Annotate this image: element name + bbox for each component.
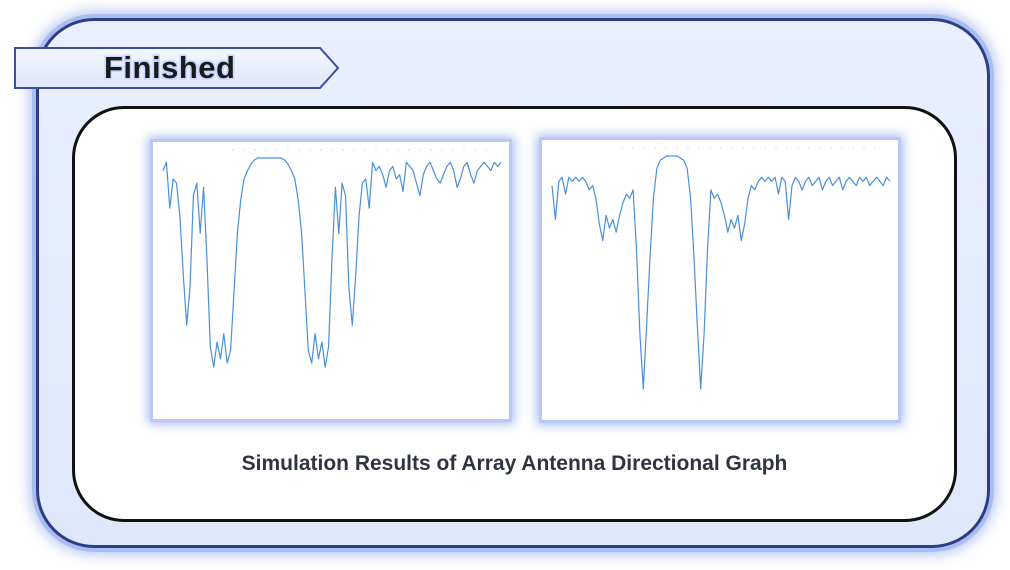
- tick-mark: [243, 149, 245, 151]
- tick-mark: [698, 147, 700, 149]
- left-plot-frame: [153, 142, 509, 419]
- tick-mark: [742, 147, 744, 149]
- tick-mark: [353, 149, 355, 151]
- right-plot-frame: [542, 140, 898, 420]
- tick-mark: [841, 147, 843, 149]
- tick-mark: [408, 149, 410, 151]
- title-banner: Finished: [12, 45, 342, 91]
- tick-mark: [331, 149, 333, 151]
- tick-mark: [654, 147, 656, 149]
- tick-mark: [452, 149, 454, 151]
- tick-mark: [254, 149, 256, 151]
- left-pattern-plot: [162, 149, 502, 368]
- tick-mark: [375, 149, 377, 151]
- tick-mark: [485, 149, 487, 151]
- tick-mark: [665, 147, 667, 149]
- figure-caption: Simulation Results of Array Antenna Dire…: [241, 452, 788, 475]
- tick-mark: [874, 147, 876, 149]
- tick-mark: [731, 147, 733, 149]
- banner-arrow-shape: [14, 47, 340, 89]
- pattern-series-line: [162, 157, 502, 368]
- page-title: Finished: [104, 50, 236, 85]
- tick-mark: [643, 147, 645, 149]
- tick-mark: [419, 149, 421, 151]
- tick-mark: [287, 149, 289, 151]
- tick-mark: [309, 149, 311, 151]
- right-pattern-plot: [551, 147, 891, 390]
- tick-mark: [232, 149, 234, 151]
- tick-mark: [441, 149, 443, 151]
- tick-mark: [863, 147, 865, 149]
- tick-mark: [687, 147, 689, 149]
- tick-mark: [265, 149, 267, 151]
- tick-mark: [819, 147, 821, 149]
- tick-mark: [298, 149, 300, 151]
- tick-mark: [720, 147, 722, 149]
- tick-mark: [397, 149, 399, 151]
- tick-mark: [797, 147, 799, 149]
- tick-mark: [808, 147, 810, 149]
- tick-mark: [276, 149, 278, 151]
- tick-mark: [474, 149, 476, 151]
- pattern-series-line: [551, 155, 891, 390]
- tick-mark: [342, 149, 344, 151]
- tick-mark: [621, 147, 623, 149]
- tick-mark: [709, 147, 711, 149]
- tick-mark: [430, 149, 432, 151]
- tick-mark: [463, 149, 465, 151]
- tick-mark: [632, 147, 634, 149]
- tick-mark: [364, 149, 366, 151]
- tick-mark: [764, 147, 766, 149]
- tick-mark: [320, 149, 322, 151]
- tick-mark: [676, 147, 678, 149]
- tick-mark: [852, 147, 854, 149]
- tick-mark: [386, 149, 388, 151]
- tick-mark: [786, 147, 788, 149]
- tick-mark: [775, 147, 777, 149]
- tick-mark: [830, 147, 832, 149]
- tick-mark: [753, 147, 755, 149]
